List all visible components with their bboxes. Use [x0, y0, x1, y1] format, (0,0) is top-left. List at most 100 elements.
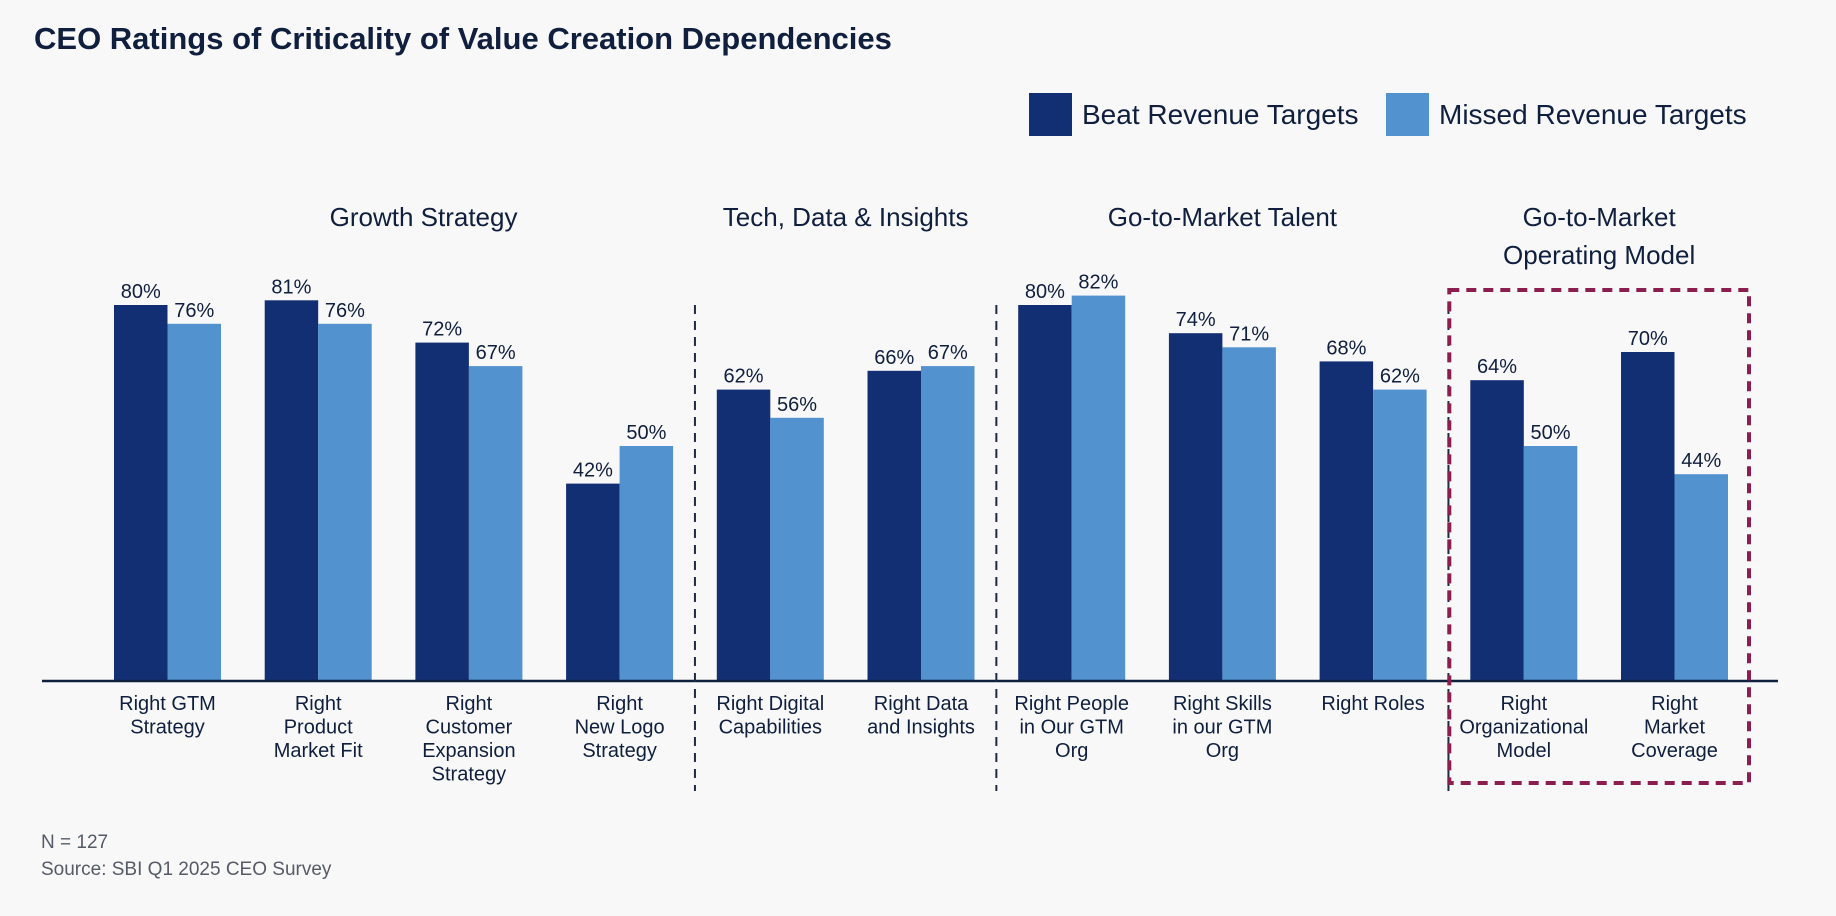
category-label-8: Right Roles	[1321, 693, 1424, 715]
legend-swatch-beat	[1029, 93, 1072, 136]
legend-swatch-missed	[1386, 93, 1429, 136]
bar-missed-5	[921, 366, 975, 681]
category-label-line: Coverage	[1631, 740, 1718, 762]
category-label-line: Product	[284, 717, 353, 739]
category-label-line: in our GTM	[1172, 717, 1272, 739]
category-label-line: Right GTM	[119, 693, 216, 715]
category-label-line: Right	[446, 693, 493, 715]
bar-beat-2	[415, 342, 469, 681]
source-note: Source: SBI Q1 2025 CEO Survey	[41, 859, 332, 880]
group-title-2: Go-to-Market Talent	[1108, 202, 1338, 232]
category-label-10: Right Market Coverage	[1631, 693, 1718, 762]
legend-label-beat: Beat Revenue Targets	[1082, 99, 1359, 130]
chart-title: CEO Ratings of Criticality of Value Crea…	[34, 21, 892, 56]
value-label-missed-10: 44%	[1681, 450, 1721, 472]
category-label-line: Right Digital	[716, 693, 824, 715]
group-title-3: Go-to-Market Operating Model	[1503, 202, 1695, 270]
value-label-beat-8: 68%	[1326, 337, 1366, 359]
category-label-line: in Our GTM	[1019, 717, 1123, 739]
bar-beat-0	[114, 305, 168, 681]
value-label-missed-4: 56%	[777, 394, 817, 416]
category-label-0: Right GTM Strategy	[119, 693, 216, 739]
bar-beat-10	[1621, 352, 1675, 681]
bar-beat-8	[1319, 361, 1374, 681]
category-label-line: Market Fit	[274, 740, 363, 762]
value-label-missed-7: 71%	[1229, 323, 1269, 345]
group-title-line: Go-to-Market	[1523, 202, 1677, 232]
legend: Beat Revenue Targets Missed Revenue Targ…	[1029, 93, 1747, 136]
category-label-line: Strategy	[130, 717, 204, 739]
value-label-beat-1: 81%	[271, 276, 311, 298]
bar-missed-6	[1071, 295, 1126, 681]
category-label-line: Right	[1651, 693, 1698, 715]
category-label-4: Right Digital Capabilities	[716, 693, 824, 739]
category-label-line: New Logo	[575, 717, 665, 739]
category-label-9: Right Organizational Model	[1459, 693, 1588, 762]
value-label-beat-4: 62%	[724, 366, 764, 388]
bar-missed-4	[770, 417, 824, 681]
category-label-5: Right Data and Insights	[867, 693, 975, 739]
group-title-line: Tech, Data & Insights	[723, 202, 969, 232]
bar-beat-1	[264, 300, 319, 681]
value-label-missed-5: 67%	[928, 342, 968, 364]
bar-missed-10	[1674, 474, 1728, 681]
group-title-1: Tech, Data & Insights	[723, 202, 969, 232]
value-label-missed-9: 50%	[1531, 422, 1571, 444]
bar-beat-9	[1470, 380, 1524, 681]
value-label-missed-8: 62%	[1380, 366, 1420, 388]
value-label-beat-5: 66%	[874, 347, 914, 369]
bar-beat-6	[1018, 305, 1072, 681]
bar-missed-0	[167, 323, 221, 681]
group-title-line: Operating Model	[1503, 240, 1695, 270]
value-label-beat-10: 70%	[1628, 328, 1668, 350]
category-label-2: Right Customer Expansion Strategy	[422, 693, 515, 786]
value-label-missed-6: 82%	[1078, 272, 1118, 294]
category-label-line: and Insights	[867, 717, 975, 739]
bar-missed-1	[318, 323, 372, 681]
category-label-line: Organizational	[1459, 717, 1588, 739]
category-label-line: Strategy	[582, 740, 656, 762]
category-label-line: Expansion	[422, 740, 515, 762]
category-label-line: Capabilities	[719, 717, 822, 739]
category-label-line: Strategy	[432, 764, 506, 786]
group-title-line: Growth Strategy	[330, 202, 518, 232]
bar-missed-3	[619, 446, 674, 681]
category-label-line: Org	[1206, 740, 1239, 762]
bar-beat-5	[867, 370, 921, 681]
group-title-line: Go-to-Market Talent	[1108, 202, 1338, 232]
category-label-line: Right Data	[874, 693, 969, 715]
category-label-line: Market	[1644, 717, 1706, 739]
category-label-line: Right	[596, 693, 643, 715]
value-label-beat-6: 80%	[1025, 281, 1065, 303]
bar-missed-7	[1222, 347, 1276, 681]
bar-beat-4	[716, 389, 771, 681]
bar-beat-7	[1168, 333, 1223, 681]
category-label-6: Right People in Our GTM Org	[1014, 693, 1129, 762]
value-label-beat-2: 72%	[422, 319, 462, 341]
category-label-line: Org	[1055, 740, 1088, 762]
bar-beat-3	[566, 483, 620, 681]
sample-size-note: N = 127	[41, 832, 108, 853]
category-label-line: Customer	[426, 717, 513, 739]
category-label-line: Right Roles	[1321, 693, 1424, 715]
value-label-beat-0: 80%	[121, 281, 161, 303]
category-label-line: Right	[295, 693, 342, 715]
value-label-missed-1: 76%	[325, 300, 365, 322]
value-label-missed-3: 50%	[626, 422, 666, 444]
value-label-beat-3: 42%	[573, 460, 613, 482]
value-label-beat-9: 64%	[1477, 356, 1517, 378]
category-label-line: Right Skills	[1173, 693, 1272, 715]
value-label-missed-2: 67%	[476, 342, 516, 364]
value-label-missed-0: 76%	[174, 300, 214, 322]
legend-label-missed: Missed Revenue Targets	[1439, 99, 1747, 130]
category-label-7: Right Skills in our GTM Org	[1172, 693, 1272, 762]
category-label-3: Right New Logo Strategy	[575, 693, 665, 762]
bar-missed-9	[1523, 446, 1578, 681]
bar-missed-2	[468, 366, 523, 681]
value-label-beat-7: 74%	[1176, 309, 1216, 331]
bar-missed-8	[1373, 389, 1427, 681]
category-label-line: Model	[1497, 740, 1551, 762]
category-label-line: Right	[1500, 693, 1547, 715]
